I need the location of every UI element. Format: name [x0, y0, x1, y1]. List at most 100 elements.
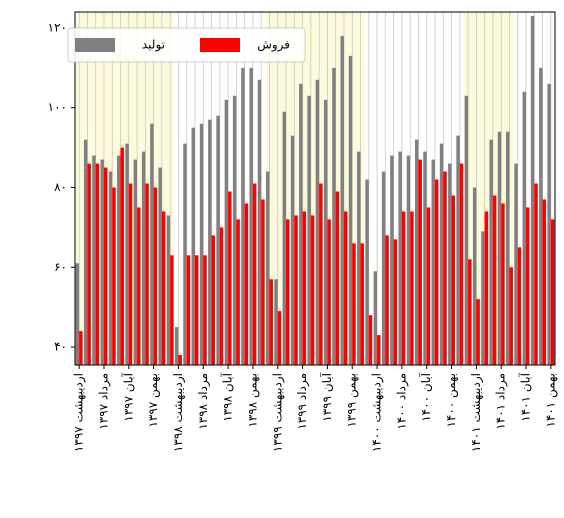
bar: [468, 259, 472, 365]
bar: [506, 131, 510, 365]
legend-label: تولید: [142, 38, 165, 53]
bar: [277, 311, 282, 365]
bar: [112, 187, 116, 365]
highlight-band: [75, 12, 175, 365]
bar: [373, 271, 378, 365]
bar: [385, 235, 389, 365]
bar: [290, 135, 295, 365]
bar: [95, 163, 100, 365]
bar: [360, 243, 364, 365]
bar: [401, 211, 406, 365]
bar: [174, 327, 179, 365]
bar: [302, 211, 307, 365]
bar: [241, 67, 245, 366]
bar: [310, 215, 315, 365]
x-tick-label: آبان ۱۴۰۱: [518, 372, 533, 421]
bar: [319, 183, 323, 365]
x-tick-label: اردیبهشت ۱۳۹۹: [270, 373, 285, 452]
bar: [443, 171, 447, 365]
bar: [327, 219, 331, 365]
x-tick-label: مرداد ۱۴۰۰: [394, 373, 409, 430]
bar: [332, 67, 336, 366]
y-tick-label: ۶۰: [54, 260, 67, 274]
bar: [87, 163, 91, 365]
bar: [79, 331, 83, 365]
bar: [464, 95, 469, 366]
highlight-band: [463, 12, 514, 365]
x-tick-label: اردیبهشت ۱۳۹۷: [72, 373, 87, 452]
bar: [166, 215, 171, 365]
bar: [120, 147, 124, 365]
bar: [365, 179, 369, 365]
bar: [340, 35, 344, 366]
bar: [476, 299, 480, 365]
bar: [481, 231, 485, 365]
legend: تولید فروش: [67, 27, 306, 63]
bar: [92, 155, 96, 365]
bar: [183, 143, 187, 365]
x-tick-label: بهمن ۱۳۹۸: [245, 373, 260, 428]
bar: [514, 163, 518, 365]
bar: [307, 95, 311, 366]
bar: [228, 191, 232, 365]
x-tick-label: اردیبهشت ۱۴۰۰: [370, 373, 385, 452]
x-tick-label: آبان ۱۳۹۷: [120, 372, 135, 421]
bar: [492, 195, 497, 365]
bar: [517, 247, 522, 365]
bar: [100, 159, 104, 365]
x-tick-label: مرداد ۱۴۰۱: [494, 373, 509, 430]
bar: [232, 95, 237, 366]
bar: [286, 219, 290, 365]
bar: [117, 155, 121, 365]
x-tick-label: آبان ۱۳۹۹: [319, 372, 334, 421]
bar: [414, 139, 419, 365]
bar: [261, 199, 265, 365]
x-tick-label: آبان ۱۳۹۸: [220, 372, 235, 421]
bar: [274, 279, 278, 365]
bar: [219, 227, 224, 365]
bar: [456, 135, 460, 365]
bar: [381, 171, 386, 365]
bar: [294, 215, 298, 365]
bar: [199, 123, 204, 365]
bar: [269, 279, 273, 365]
bar: [203, 255, 207, 365]
bar: [128, 183, 133, 365]
bar: [343, 211, 348, 365]
y-tick-label: ۱۰۰: [48, 100, 67, 114]
bar: [170, 255, 174, 365]
bar: [426, 207, 431, 365]
bar: [526, 207, 530, 365]
x-tick-label: بهمن ۱۳۹۹: [345, 373, 360, 428]
y-tick-label: ۸۰: [54, 180, 67, 194]
bar: [509, 267, 513, 365]
bar: [125, 143, 129, 365]
bar: [211, 235, 216, 365]
bar: [448, 163, 452, 365]
bar: [137, 207, 141, 365]
bar: [423, 151, 427, 365]
bar: [257, 79, 262, 365]
bar: [282, 111, 287, 365]
bar: [178, 355, 182, 365]
bar: [244, 203, 249, 365]
bar: [357, 151, 361, 365]
bar: [191, 127, 195, 365]
bar: [534, 183, 538, 365]
bar: [530, 15, 535, 365]
x-tick-label: مرداد ۱۳۹۷: [96, 373, 111, 430]
x-tick-label: اردیبهشت ۱۳۹۸: [171, 373, 186, 452]
bar: [472, 187, 477, 365]
bar: [484, 211, 489, 365]
bar: [158, 167, 162, 365]
x-tick-label: بهمن ۱۴۰۱: [543, 373, 558, 428]
legend-swatch: [200, 38, 240, 52]
y-tick-label: ۴۰: [54, 340, 67, 354]
legend-box: [67, 27, 306, 63]
bar: [224, 99, 229, 366]
bar: [547, 83, 551, 366]
bar: [393, 239, 398, 365]
legend-label: فروش: [257, 38, 290, 53]
highlight-band: [265, 12, 365, 365]
